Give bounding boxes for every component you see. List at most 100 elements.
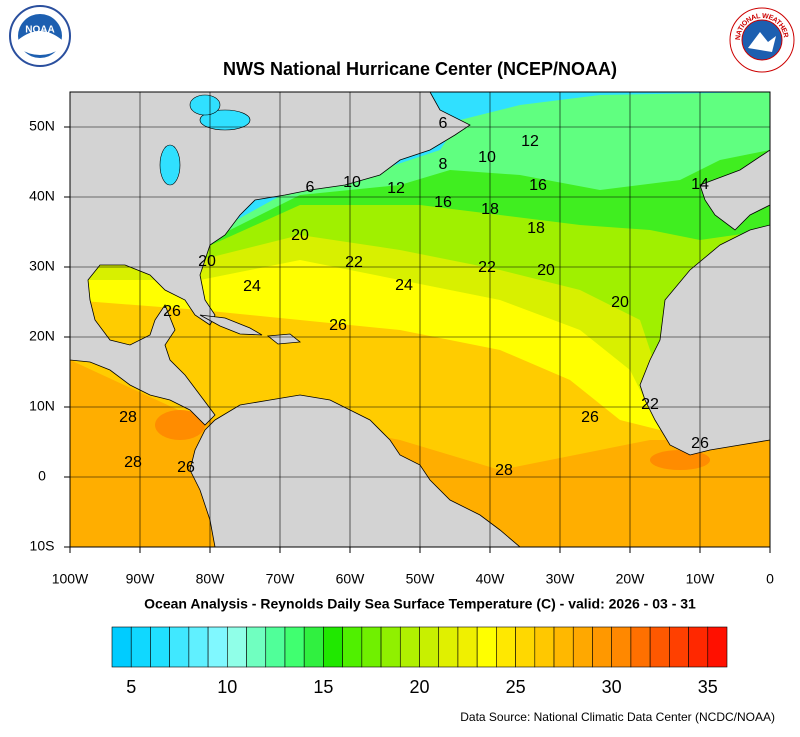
colorbar-box	[227, 626, 247, 668]
colorbar-box	[303, 626, 324, 668]
contour-label: 20	[291, 227, 309, 244]
colorbar-box	[207, 626, 228, 668]
colorbar-box	[342, 626, 363, 668]
contour-label: 22	[478, 259, 496, 276]
x-tick-label: 0	[766, 571, 774, 587]
y-tick-label: 0	[38, 468, 46, 484]
colorbar-box	[188, 626, 209, 668]
x-tick-label: 90W	[126, 571, 156, 587]
contour-label: 26	[329, 317, 347, 334]
contour-label: 24	[395, 277, 413, 294]
colorbar-box	[380, 626, 401, 668]
colorbar-box	[592, 626, 612, 668]
nws-text-path: NATIONAL WEATHER SERVICE	[0, 0, 789, 40]
contour-label: 20	[611, 294, 629, 311]
colorbar-box	[707, 626, 728, 668]
contour-label: 10	[478, 149, 496, 166]
colorbar-tick-label: 10	[217, 677, 237, 697]
colorbar-tick-label: 30	[602, 677, 622, 697]
colorbar-box	[361, 626, 382, 668]
noaa-logo: NOAA	[9, 5, 71, 67]
y-tick-label: 10N	[29, 398, 55, 414]
noaa-text: NOAA	[25, 25, 54, 36]
colorbar-box	[399, 626, 420, 668]
colorbar-box	[284, 626, 305, 668]
colorbar-box	[649, 626, 670, 668]
contour-label: 12	[387, 180, 405, 197]
colorbar-box	[438, 626, 459, 668]
colorbar-box	[534, 626, 555, 668]
axes: 100W 90W 80W 70W 60W 50W 40W 30W 20W 10W 0 10S 0 10N 2…	[29, 118, 774, 587]
contour-label: 26	[177, 459, 195, 476]
y-tick-label: 30N	[29, 258, 55, 274]
contour-label: 22	[345, 254, 363, 271]
contour-label: 10	[343, 174, 361, 191]
colorbar-box	[169, 626, 190, 668]
colorbar-box	[111, 626, 132, 668]
contour-labels: 6 12 8 10 6 10 12 16 14 16 18 18 20 20 22 22 20 24 24 20 26 2…	[119, 115, 709, 479]
colorbar-box	[246, 626, 267, 668]
contour-label: 28	[124, 454, 142, 471]
colorbar-box	[515, 626, 536, 668]
x-tick-label: 80W	[196, 571, 226, 587]
colorbar-tick-label: 35	[698, 677, 718, 697]
contour-label: 24	[243, 278, 261, 295]
contour-label: 18	[481, 201, 499, 218]
colorbar-box	[476, 626, 497, 668]
contour-label: 26	[163, 303, 181, 320]
contour-label: 14	[691, 176, 709, 193]
contour-label: 22	[641, 396, 659, 413]
contour-label: 28	[495, 462, 513, 479]
colorbar-box	[553, 626, 574, 668]
x-tick-label: 70W	[266, 571, 296, 587]
colorbar: 5 10 15 20 25 30 35	[111, 626, 728, 697]
colorbar-tick-label: 15	[313, 677, 333, 697]
contour-label: 12	[521, 133, 539, 150]
contour-label: 16	[529, 177, 547, 194]
colorbar-box	[688, 626, 709, 668]
colorbar-box	[150, 626, 170, 668]
contour-label: 20	[198, 253, 216, 270]
sst-field: 6 12 8 10 6 10 12 16 14 16 18 18 20 20 22 22 20 24 24 20 26 2…	[70, 92, 770, 547]
contour-label: 28	[119, 409, 137, 426]
x-tick-label: 50W	[406, 571, 436, 587]
y-tick-label: 50N	[29, 118, 55, 134]
x-tick-label: 100W	[52, 571, 89, 587]
colorbar-tick-label: 20	[409, 677, 429, 697]
colorbar-box	[265, 626, 286, 668]
contour-label: 6	[439, 115, 448, 132]
colorbar-box	[611, 626, 632, 668]
colorbar-box	[323, 626, 343, 668]
colorbar-box	[130, 626, 151, 668]
colorbar-box	[669, 626, 689, 668]
colorbar-tick-label: 25	[506, 677, 526, 697]
x-tick-label: 20W	[616, 571, 646, 587]
y-tick-label: 40N	[29, 188, 55, 204]
graticule	[70, 92, 770, 547]
colorbar-box	[572, 626, 593, 668]
caption: Ocean Analysis - Reynolds Daily Sea Surf…	[144, 596, 696, 612]
contour-label: 8	[439, 156, 448, 173]
x-tick-label: 10W	[686, 571, 716, 587]
south-america	[189, 394, 521, 547]
hispaniola	[266, 333, 302, 345]
contour-label: 18	[527, 220, 545, 237]
contour-label: 16	[434, 194, 452, 211]
contour-label: 26	[691, 435, 709, 452]
data-source: Data Source: National Climatic Data Cent…	[460, 710, 775, 724]
x-tick-label: 40W	[476, 571, 506, 587]
y-tick-label: 10S	[30, 538, 55, 554]
contour-label: 26	[581, 409, 599, 426]
title: NWS National Hurricane Center (NCEP/NOAA…	[223, 59, 617, 79]
x-tick-label: 60W	[336, 571, 366, 587]
cuba	[199, 314, 263, 336]
iberia	[699, 149, 770, 231]
colorbar-tick-label: 5	[126, 677, 136, 697]
colorbar-box	[630, 626, 651, 668]
contour-label: 20	[537, 262, 555, 279]
x-tick-label: 30W	[546, 571, 576, 587]
colorbar-box	[419, 626, 440, 668]
colorbar-box	[496, 626, 516, 668]
contour-label: 6	[306, 179, 315, 196]
